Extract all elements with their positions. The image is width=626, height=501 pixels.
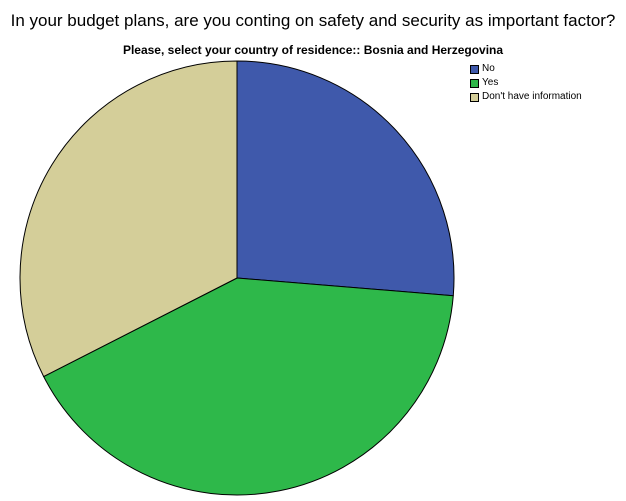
- pie-slice-yes: [43, 277, 454, 496]
- legend-label-yes: Yes: [482, 77, 499, 88]
- legend-swatch-no: [470, 64, 479, 74]
- legend-swatch-dont-have-information: [470, 92, 479, 102]
- chart-title: In your budget plans, are you conting on…: [10, 11, 616, 30]
- legend-item-yes: Yes: [470, 76, 582, 90]
- chart-legend: No Yes Don't have information: [470, 62, 582, 104]
- legend-label-dont-have-information: Don't have information: [482, 91, 582, 102]
- pie-slice-no: [236, 60, 455, 297]
- legend-item-no: No: [470, 62, 582, 76]
- legend-swatch-yes: [470, 78, 479, 88]
- pie-slice-dont-have-information: [19, 60, 238, 378]
- legend-label-no: No: [482, 63, 495, 74]
- legend-item-dont-have-information: Don't have information: [470, 90, 582, 104]
- chart-subtitle: Please, select your country of residence…: [122, 43, 504, 57]
